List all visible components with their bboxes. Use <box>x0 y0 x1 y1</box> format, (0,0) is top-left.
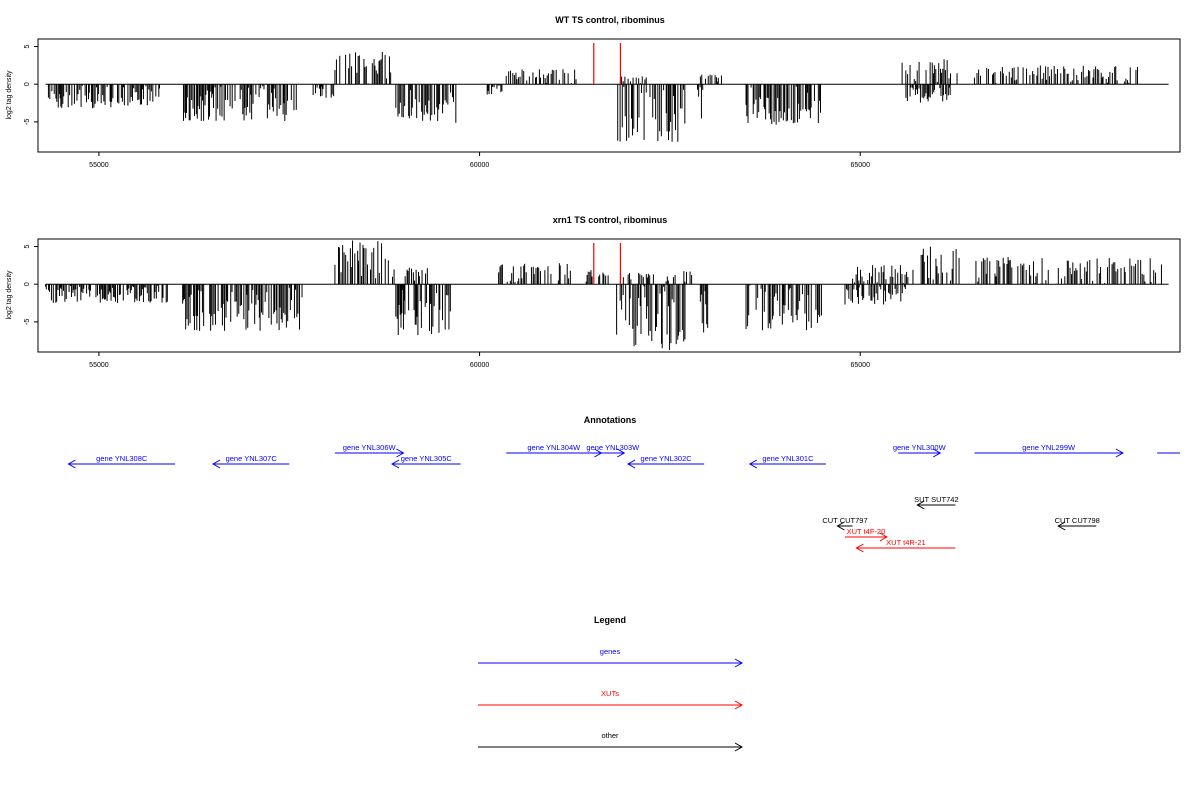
feature-arrow-head <box>1115 448 1124 458</box>
legend-arrow-head <box>734 742 744 752</box>
xrn1-density-plot: 5 0 -5 55000 60000 65000 <box>24 238 1181 369</box>
legend-title: Legend <box>594 615 626 625</box>
feature-other: CUT CUT798 <box>1055 516 1100 531</box>
feature-label: XUT t4F-20 <box>847 527 886 536</box>
feature-arrow-head <box>1057 521 1066 531</box>
feature-arrow-head <box>396 448 405 458</box>
legend-arrow-head <box>734 700 744 710</box>
feature-label: gene YNL307C <box>226 454 278 463</box>
x-tick-label: 55000 <box>89 362 109 369</box>
feature-arrow-head <box>916 500 925 510</box>
x-tick-label: 55000 <box>89 162 109 169</box>
panel-2-title: xrn1 TS control, ribominus <box>553 215 668 225</box>
feature-label: gene YNL308C <box>96 454 148 463</box>
feature-arrow-head <box>391 459 400 469</box>
x-tick-label: 60000 <box>470 362 490 369</box>
legend: genes XUTs other <box>478 647 744 752</box>
feature-gene: gene YNL300W <box>893 443 947 458</box>
y-tick-label: 5 <box>24 44 31 48</box>
feature-gene: gene YNL303W <box>586 443 640 458</box>
feature-label: gene YNL301C <box>762 454 814 463</box>
feature-label: gene YNL300W <box>893 443 947 452</box>
feature-label: gene YNL306W <box>343 443 397 452</box>
feature-label: gene YNL303W <box>586 443 640 452</box>
feature-gene: gene YNL301C <box>748 454 826 469</box>
feature-other: SUT SUT742 <box>914 495 959 510</box>
feature-arrow-head <box>879 532 888 542</box>
feature-gene: gene YNL306W <box>334 443 405 458</box>
feature-label: XUT t4R-21 <box>886 538 925 547</box>
feature-label: gene YNL302C <box>641 454 693 463</box>
legend-item-other: other <box>478 731 744 752</box>
feature-label: SUT SUT742 <box>914 495 958 504</box>
plot-frame <box>37 238 1181 353</box>
feature-label: gene YNL304W <box>527 443 581 452</box>
feature-arrow-head <box>748 459 758 469</box>
feature-arrow-head <box>932 448 942 458</box>
feature-label: gene YNL305C <box>401 454 453 463</box>
feature-gene: gene YNL302C <box>627 454 705 469</box>
y-tick-label: 0 <box>24 282 31 286</box>
legend-label: other <box>601 731 619 740</box>
feature-arrow-head <box>616 448 626 458</box>
feature-gene: gene YNL305C <box>391 454 461 469</box>
y-tick-label: -5 <box>24 119 31 125</box>
feature-gene: gene YNL308C <box>67 454 176 469</box>
feature-label: CUT CUT797 <box>822 516 867 525</box>
feature-gene: gene YNL307C <box>212 454 290 469</box>
feature-arrow-head <box>836 521 845 531</box>
plot-frame <box>37 38 1181 153</box>
feature-label: gene YNL299W <box>1022 443 1076 452</box>
feature-gene: gene YNL299W <box>974 443 1124 458</box>
panel-1-title: WT TS control, ribominus <box>555 15 665 25</box>
y-tick-label: 0 <box>24 82 31 86</box>
annotations-title: Annotations <box>584 415 637 425</box>
feature-arrow-head <box>212 459 221 469</box>
feature-label: CUT CUT798 <box>1055 516 1100 525</box>
legend-label: XUTs <box>601 689 619 698</box>
legend-item-xut: XUTs <box>478 689 744 710</box>
y-tick-label: 5 <box>24 244 31 248</box>
feature-arrow-head <box>627 459 636 469</box>
x-tick-label: 65000 <box>851 162 871 169</box>
panel-1-ylabel: log2 tag density <box>6 70 13 120</box>
feature-arrow-head <box>855 543 864 553</box>
y-tick-label: -5 <box>24 319 31 325</box>
density-bars <box>47 51 1138 142</box>
feature-xut: XUT t4R-21 <box>855 538 956 553</box>
x-tick-label: 65000 <box>851 362 871 369</box>
feature-arrow-head <box>67 459 76 469</box>
feature-xut: XUT t4F-20 <box>845 527 888 542</box>
annotation-track: gene YNL308C gene YNL307C gene YNL306W gene… <box>67 443 1180 553</box>
density-bars <box>45 240 1162 351</box>
wt-density-plot: 5 0 -5 55000 60000 65000 <box>24 38 1181 169</box>
x-tick-label: 60000 <box>470 162 490 169</box>
feature-other: CUT CUT797 <box>822 516 868 531</box>
legend-arrow-head <box>734 658 744 668</box>
legend-label: genes <box>600 647 621 656</box>
panel-2-ylabel: log2 tag density <box>6 270 13 320</box>
legend-item-gene: genes <box>478 647 744 668</box>
